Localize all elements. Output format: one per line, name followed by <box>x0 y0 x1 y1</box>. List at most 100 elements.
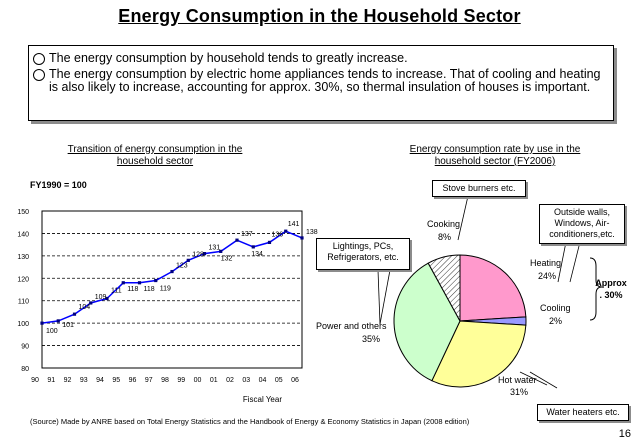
summary-box: The energy consumption by household tend… <box>28 45 614 121</box>
data-point <box>251 245 255 249</box>
approx-label-line2: . 30% <box>599 290 622 300</box>
pie-label-hot-water: Hot water <box>498 375 537 385</box>
callout-outside-line1: Outside walls, <box>553 207 611 217</box>
data-point <box>300 236 304 240</box>
pie-slice-heating <box>459 254 527 322</box>
callout-lightings-line2: Refrigerators, etc. <box>327 252 399 262</box>
x-tick-label: 05 <box>275 377 283 384</box>
line-chart-title: Transition of energy consumption in the … <box>30 144 280 168</box>
pie-chart-title-line1: Energy consumption rate by use in the <box>409 144 581 155</box>
x-tick-label: 97 <box>145 377 153 384</box>
data-point <box>56 319 60 323</box>
callout-water-heaters: Water heaters etc. <box>537 404 629 421</box>
source-note: (Source) Made by ANRE based on Total Ene… <box>30 417 470 426</box>
data-point <box>121 281 125 285</box>
line-chart-title-line2: household sector <box>116 156 194 167</box>
pie-label-heating: Heating <box>530 258 561 268</box>
x-tick-label: 91 <box>47 377 55 384</box>
plot-area <box>41 210 303 369</box>
data-label: 119 <box>160 286 171 293</box>
x-tick-label: 02 <box>226 377 234 384</box>
data-point <box>154 278 158 283</box>
data-point <box>219 249 223 253</box>
y-tick-label: 90 <box>21 344 29 351</box>
x-tick-label: 04 <box>259 377 267 384</box>
pie-slice-hot-water <box>431 320 527 388</box>
data-label: 109 <box>95 294 107 301</box>
callout-lightings: Lightings, PCs, Refrigerators, etc. <box>316 238 410 270</box>
pie-pct-heating: 24% <box>538 271 556 281</box>
data-point <box>89 301 93 305</box>
x-tick-label: 06 <box>291 377 299 384</box>
brace-icon <box>589 257 603 321</box>
data-label: 136 <box>272 231 284 238</box>
data-point <box>137 281 142 285</box>
page-number: 16 <box>618 428 631 440</box>
y-tick-label: 100 <box>17 321 29 328</box>
data-point <box>40 321 44 325</box>
pie-slice-cooking <box>427 254 461 322</box>
y-tick-label: 80 <box>21 366 29 373</box>
data-label: 134 <box>251 251 263 258</box>
data-label: 104 <box>79 304 91 311</box>
pie-label-power: Power and others <box>316 321 387 331</box>
x-tick-label: 95 <box>112 377 120 384</box>
data-label: 137 <box>241 231 253 238</box>
pie-slice-power-and-others <box>393 262 461 382</box>
y-tick-label: 110 <box>18 299 29 306</box>
pie-pct-hot-water: 31% <box>510 387 528 397</box>
data-point <box>202 252 207 256</box>
pie-chart-title-line2: household sector (FY2006) <box>434 156 556 167</box>
x-tick-label: 93 <box>80 377 88 384</box>
pie-chart-title: Energy consumption rate by use in the ho… <box>370 144 620 168</box>
data-label: 101 <box>62 322 74 329</box>
data-label: 111 <box>111 287 122 294</box>
data-point <box>72 312 77 316</box>
y-tick-label: 130 <box>17 254 29 261</box>
data-point <box>170 269 174 274</box>
x-tick-label: 90 <box>31 377 39 384</box>
data-label: 131 <box>209 245 221 252</box>
x-tick-label: 94 <box>96 377 104 384</box>
callout-outside-line2: Windows, Air- <box>554 218 610 228</box>
x-tick-label: 98 <box>161 377 169 384</box>
base-note: FY1990 = 100 <box>30 180 87 190</box>
x-tick-label: 03 <box>242 377 250 384</box>
data-label: 128 <box>192 251 204 258</box>
data-label: 138 <box>306 229 318 236</box>
data-label: 132 <box>221 255 233 262</box>
callout-lightings-line1: Lightings, PCs, <box>332 241 394 251</box>
y-tick-label: 140 <box>17 231 29 238</box>
data-label: 100 <box>46 328 58 335</box>
pie-pct-cooling: 2% <box>549 316 562 326</box>
x-axis-label: Fiscal Year <box>243 395 282 404</box>
data-point <box>267 240 272 244</box>
pie-label-cooling: Cooling <box>540 303 571 313</box>
line-chart-title-line1: Transition of energy consumption in the <box>67 144 243 155</box>
callout-outside-walls: Outside walls, Windows, Air- conditioner… <box>539 204 625 244</box>
data-label: 118 <box>144 286 155 293</box>
pie-pct-power: 35% <box>362 334 380 344</box>
x-tick-label: 92 <box>64 377 72 384</box>
data-label: 141 <box>288 221 300 228</box>
bullet-circle-icon <box>33 69 45 81</box>
y-tick-label: 120 <box>17 276 29 283</box>
data-label: 118 <box>127 286 138 293</box>
x-tick-label: 96 <box>129 377 137 384</box>
y-tick-label: 150 <box>17 209 29 216</box>
x-tick-label: 99 <box>177 377 185 384</box>
bullet-circle-icon <box>33 53 45 65</box>
approx-label-line1: Approx <box>595 278 627 288</box>
callout-stove-burners: Stove burners etc. <box>432 180 526 197</box>
data-point <box>186 258 190 262</box>
bullet-item: The energy consumption by electric home … <box>33 68 609 94</box>
pie-pct-cooking: 8% <box>438 232 451 242</box>
x-tick-label: 00 <box>194 377 202 384</box>
bullet-text: The energy consumption by electric home … <box>49 67 601 94</box>
data-point <box>284 229 288 233</box>
x-tick-label: 01 <box>210 377 218 384</box>
bullet-item: The energy consumption by household tend… <box>33 52 609 65</box>
pie-label-cooking: Cooking <box>427 219 460 229</box>
